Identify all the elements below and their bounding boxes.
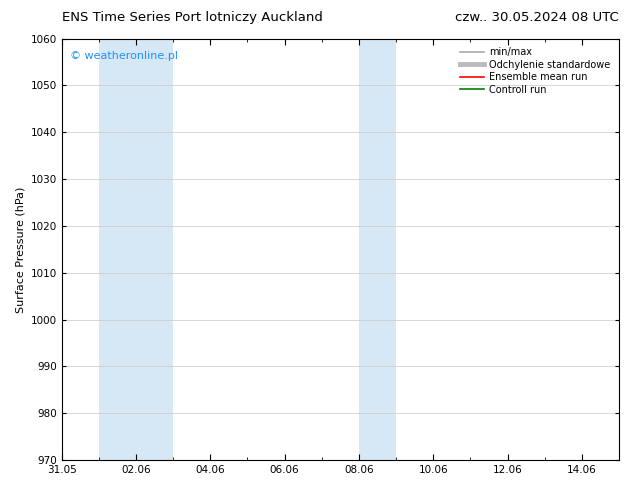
Text: © weatheronline.pl: © weatheronline.pl: [70, 51, 178, 61]
Y-axis label: Surface Pressure (hPa): Surface Pressure (hPa): [15, 186, 25, 313]
Bar: [99, 39, 173, 460]
Text: ENS Time Series Port lotniczy Auckland: ENS Time Series Port lotniczy Auckland: [61, 11, 323, 24]
Bar: [359, 39, 396, 460]
Text: czw.. 30.05.2024 08 UTC: czw.. 30.05.2024 08 UTC: [455, 11, 619, 24]
Legend: min/max, Odchylenie standardowe, Ensemble mean run, Controll run: min/max, Odchylenie standardowe, Ensembl…: [456, 44, 614, 98]
